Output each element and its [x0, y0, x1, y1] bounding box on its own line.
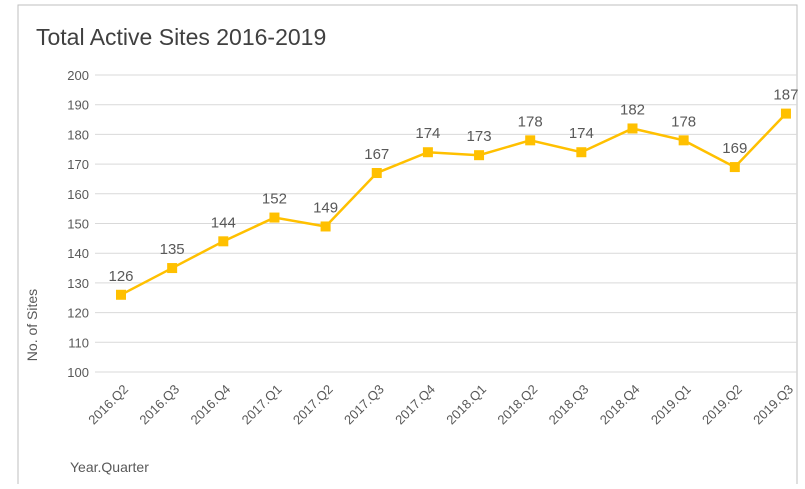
data-point	[269, 212, 280, 223]
data-point	[422, 147, 433, 158]
x-tick-label: 2017.Q1	[239, 382, 285, 428]
data-label: 152	[262, 191, 287, 208]
data-point	[320, 221, 331, 232]
series-line	[120, 112, 787, 296]
data-point	[780, 108, 791, 119]
y-tick-label: 110	[68, 335, 89, 350]
y-tick-label: 100	[67, 365, 89, 380]
y-tick-label: 180	[67, 127, 89, 142]
data-label: 187	[773, 87, 798, 104]
x-tick-label: 2016.Q4	[188, 382, 234, 428]
y-tick-label: 190	[67, 98, 89, 113]
chart-title: Total Active Sites 2016-2019	[36, 24, 326, 50]
data-point	[371, 168, 382, 179]
data-point	[678, 135, 689, 146]
data-point	[576, 147, 587, 158]
data-point	[218, 236, 229, 247]
x-tick-label: 2019.Q1	[648, 382, 694, 428]
y-tick-label: 130	[67, 276, 89, 291]
x-tick-label: 2019.Q3	[750, 382, 796, 428]
chart-frame	[17, 4, 798, 489]
data-label: 174	[569, 125, 594, 142]
x-tick-label: 2018.Q4	[597, 382, 643, 428]
data-label: 174	[415, 125, 440, 142]
x-tick-label: 2018.Q1	[443, 382, 489, 428]
data-label: 182	[620, 101, 645, 118]
x-tick-label: 2019.Q2	[699, 382, 745, 428]
data-label: 144	[211, 214, 236, 231]
x-tick-label: 2016.Q3	[136, 382, 182, 428]
y-axis-label: No. of Sites	[24, 289, 40, 361]
x-axis-label: Year.Quarter	[70, 459, 149, 475]
x-tick-label: 2018.Q2	[494, 382, 540, 428]
data-point	[729, 162, 740, 173]
x-tick-label: 2017.Q3	[341, 382, 387, 428]
data-label: 173	[467, 128, 492, 145]
y-tick-label: 150	[67, 217, 89, 232]
data-point	[474, 150, 485, 161]
data-label: 178	[518, 113, 543, 130]
data-label: 126	[108, 268, 133, 285]
y-tick-label: 170	[67, 157, 89, 172]
data-label: 167	[364, 146, 389, 163]
y-tick-label: 200	[67, 68, 89, 83]
data-point	[167, 263, 178, 274]
data-label: 178	[671, 113, 696, 130]
x-tick-label: 2017.Q2	[290, 382, 336, 428]
data-label: 149	[313, 199, 338, 216]
data-point	[116, 289, 126, 300]
x-tick-label: 2016.Q2	[85, 382, 131, 428]
x-tick-label: 2018.Q3	[546, 382, 592, 428]
data-label: 135	[160, 241, 185, 258]
x-tick-label: 2017.Q4	[392, 382, 438, 428]
data-point	[627, 123, 638, 134]
y-tick-label: 140	[67, 246, 89, 261]
y-tick-label: 120	[67, 306, 89, 321]
y-tick-label: 160	[67, 187, 89, 202]
data-point	[525, 135, 536, 146]
data-label: 169	[722, 140, 747, 157]
